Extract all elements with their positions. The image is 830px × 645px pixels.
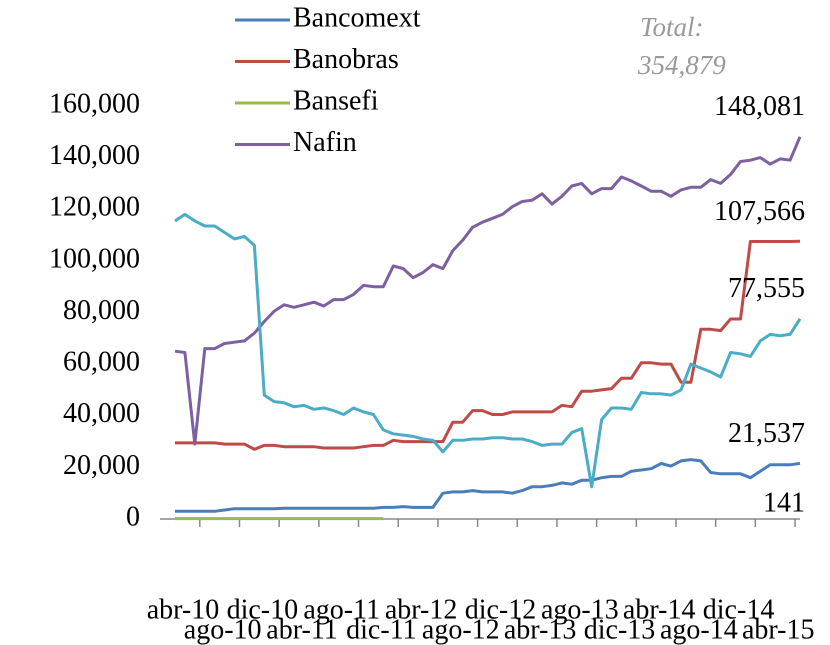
x-tick-label: abr-13 [504, 614, 577, 645]
x-tick-label: ago-10 [184, 614, 262, 645]
annotation: 141 [763, 487, 805, 518]
series-line [174, 136, 802, 446]
x-tick-label: dic-14 [703, 594, 775, 625]
legend-label: Banobras [293, 44, 399, 75]
x-tick-label: dic-11 [346, 614, 417, 645]
x-tick-label: ago-14 [660, 614, 738, 645]
y-tick-label: 160,000 [49, 88, 140, 119]
legend-label: Bancomext [293, 2, 421, 33]
y-tick-label: 80,000 [63, 295, 140, 326]
total-value: 354,879 [637, 50, 726, 80]
y-tick-label: 60,000 [63, 347, 140, 378]
legend-label: Bansefi [293, 85, 379, 116]
x-tick-label: dic-13 [584, 614, 656, 645]
x-tick-label: dic-10 [227, 594, 299, 625]
y-tick-label: 140,000 [49, 140, 140, 171]
y-tick-label: 100,000 [49, 243, 140, 274]
value-label: 107,566 [714, 196, 805, 227]
series-line [175, 458, 801, 513]
series-line [174, 212, 802, 489]
series-line [175, 239, 801, 451]
legend-label: Nafin [293, 127, 357, 158]
x-tick-label: abr-15 [742, 614, 815, 645]
x-tick-label: ago-11 [303, 594, 380, 625]
x-tick-label: abr-12 [385, 594, 458, 625]
x-tick-label: dic-12 [465, 594, 537, 625]
value-label: 77,555 [728, 273, 805, 304]
y-tick-label: 120,000 [49, 192, 140, 223]
x-tick-label: abr-14 [623, 594, 696, 625]
total-label: Total: [640, 12, 704, 42]
x-tick-label: abr-11 [266, 614, 337, 645]
x-tick-label: ago-12 [422, 614, 500, 645]
y-tick-label: 20,000 [63, 450, 140, 481]
value-label: 148,081 [714, 91, 805, 122]
x-tick-label: abr-10 [147, 594, 220, 625]
y-tick-label: 0 [126, 501, 140, 532]
value-label: 21,537 [728, 418, 805, 449]
x-tick-label: ago-13 [541, 594, 619, 625]
y-tick-label: 40,000 [63, 398, 140, 429]
